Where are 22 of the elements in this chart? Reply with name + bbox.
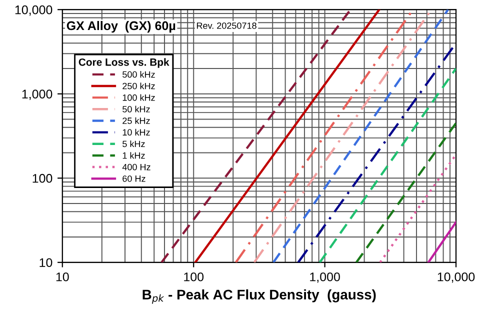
legend-label: 400 Hz [122, 164, 150, 170]
y-tick-label: 10,000 [15, 5, 52, 16]
legend-label: 100 kHz [122, 94, 155, 101]
legend-label: 10 kHz [122, 128, 150, 136]
legend-label: 50 kHz [122, 106, 150, 112]
x-axis-title: B$_{pk}$ - Peak AC Flux Density (gauss) [142, 289, 376, 304]
legend-label: 1 kHz [122, 152, 145, 159]
annotation: Rev. 20250718 [196, 22, 256, 29]
x-tick-label: 10 [56, 272, 69, 282]
legend-label: 60 Hz [122, 175, 146, 182]
legend-label: 5 kHz [122, 140, 145, 148]
x-tick-label: 1,000 [310, 272, 340, 283]
text: GX Alloy (GX) 60µ [66, 20, 176, 33]
y-tick-label: 100 [32, 174, 52, 183]
legend-label: 250 kHz [122, 82, 155, 90]
x-tick-label: 100 [184, 272, 204, 282]
legend-title: Core Loss vs. Bpk [78, 58, 170, 68]
y-tick-label: 1,000 [22, 90, 52, 100]
legend-label: 25 kHz [122, 117, 150, 124]
x-tick-label: 10,000 [438, 272, 475, 283]
legend-label: 500 kHz [122, 71, 155, 78]
y-tick-label: 10 [40, 258, 52, 268]
